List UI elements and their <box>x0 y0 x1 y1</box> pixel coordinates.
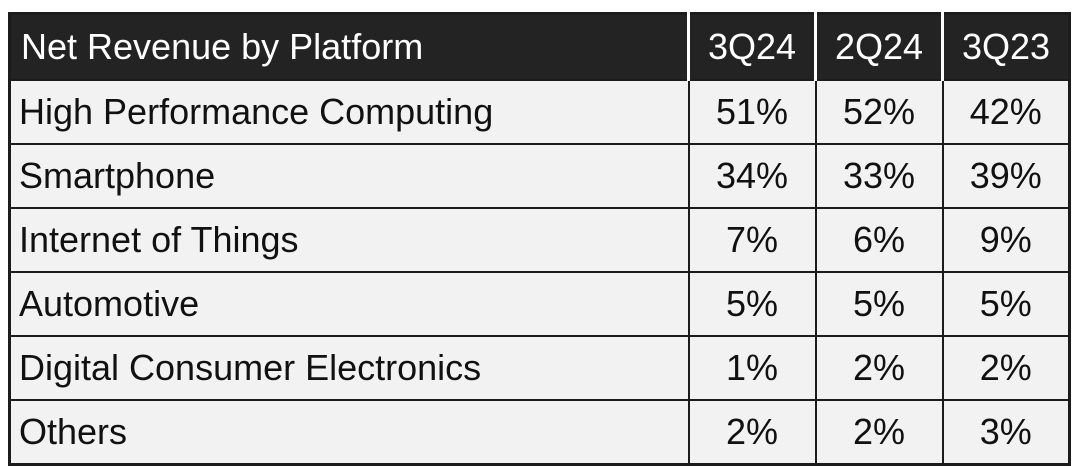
value-cell: 6% <box>814 206 943 273</box>
row-label-others: Others <box>9 399 689 465</box>
net-revenue-table: Net Revenue by Platform 3Q24 2Q24 3Q23 H… <box>8 12 1071 466</box>
table-title: Net Revenue by Platform <box>9 13 689 80</box>
row-label-smartphone: Smartphone <box>9 142 689 208</box>
row-label-dce: Digital Consumer Electronics <box>9 335 689 401</box>
value-cell: 7% <box>687 206 816 273</box>
value-cell: 33% <box>814 142 943 208</box>
value-cell: 5% <box>941 271 1070 337</box>
value-cell: 9% <box>941 206 1070 273</box>
value-cell: 39% <box>941 142 1070 208</box>
value-cell: 2% <box>814 335 943 401</box>
value-cell: 5% <box>814 271 943 337</box>
value-cell: 34% <box>687 142 816 208</box>
table-header-row: Net Revenue by Platform 3Q24 2Q24 3Q23 <box>9 13 1070 80</box>
value-cell: 51% <box>687 78 816 144</box>
column-header-3q23: 3Q23 <box>941 13 1070 80</box>
column-header-2q24: 2Q24 <box>814 13 943 80</box>
table-row: Automotive 5% 5% 5% <box>9 271 1070 337</box>
row-label-automotive: Automotive <box>9 271 689 337</box>
table-row: Digital Consumer Electronics 1% 2% 2% <box>9 335 1070 401</box>
value-cell: 42% <box>941 78 1070 144</box>
value-cell: 1% <box>687 335 816 401</box>
value-cell: 52% <box>814 78 943 144</box>
value-cell: 2% <box>941 335 1070 401</box>
table-row: Smartphone 34% 33% 39% <box>9 142 1070 208</box>
table-row: Others 2% 2% 3% <box>9 399 1070 465</box>
row-label-iot: Internet of Things <box>9 206 689 273</box>
value-cell: 3% <box>941 399 1070 465</box>
table-row: High Performance Computing 51% 52% 42% <box>9 78 1070 144</box>
value-cell: 2% <box>814 399 943 465</box>
row-label-hpc: High Performance Computing <box>9 78 689 144</box>
table-row: Internet of Things 7% 6% 9% <box>9 206 1070 273</box>
value-cell: 5% <box>687 271 816 337</box>
value-cell: 2% <box>687 399 816 465</box>
column-header-3q24: 3Q24 <box>687 13 816 80</box>
